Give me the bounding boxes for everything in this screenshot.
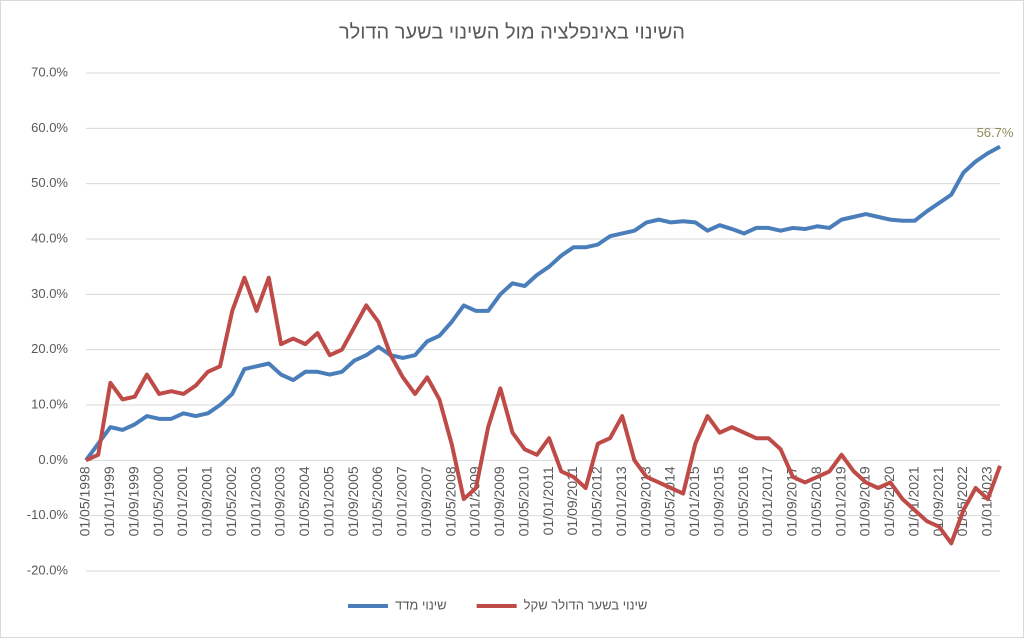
x-tick-label: 01/05/2012 bbox=[589, 466, 605, 536]
x-tick-label: 01/05/2014 bbox=[662, 466, 678, 536]
x-tick-label: 01/05/1998 bbox=[77, 466, 93, 536]
legend-label: שינוי בשער הדולר שקל bbox=[524, 597, 648, 612]
x-tick-label: 01/05/2002 bbox=[223, 466, 239, 536]
y-tick-label: 50.0% bbox=[31, 175, 68, 190]
x-tick-label: 01/09/1999 bbox=[125, 466, 141, 536]
x-tick-label: 01/01/2017 bbox=[759, 466, 775, 536]
x-tick-label: 01/01/1999 bbox=[101, 466, 117, 536]
y-tick-label: -20.0% bbox=[27, 562, 69, 577]
y-tick-label: 30.0% bbox=[31, 286, 68, 301]
x-tick-label: 01/01/2013 bbox=[613, 466, 629, 536]
series-line bbox=[85, 275, 1002, 546]
y-tick-label: 40.0% bbox=[31, 230, 68, 245]
y-tick-label: 70.0% bbox=[31, 64, 68, 79]
x-tick-label: 01/09/2009 bbox=[491, 466, 507, 536]
x-tick-label: 01/05/2018 bbox=[808, 466, 824, 536]
x-tick-label: 01/05/2016 bbox=[735, 466, 751, 536]
x-tick-label: 01/01/2005 bbox=[320, 466, 336, 536]
x-tick-label: 01/01/2003 bbox=[247, 466, 263, 536]
x-tick-label: 01/01/2011 bbox=[540, 466, 556, 535]
chart-title: השינוי באינפלציה מול השינוי בשער הדולר bbox=[339, 21, 685, 43]
x-tick-label: 01/09/2001 bbox=[199, 466, 215, 536]
x-tick-label: 01/01/2015 bbox=[686, 466, 702, 536]
x-tick-label: 01/05/2006 bbox=[369, 466, 385, 536]
x-tick-label: 01/01/2019 bbox=[832, 466, 848, 536]
series-line bbox=[84, 144, 1001, 462]
y-tick-label: 60.0% bbox=[31, 120, 68, 135]
x-tick-label: 01/09/2005 bbox=[345, 466, 361, 536]
x-tick-label: 01/09/2003 bbox=[272, 466, 288, 536]
x-tick-label: 01/09/2007 bbox=[418, 466, 434, 536]
x-tick-label: 01/09/2017 bbox=[784, 466, 800, 536]
x-tick-label: 01/05/2000 bbox=[150, 466, 166, 536]
y-tick-label: 0.0% bbox=[38, 452, 68, 467]
x-tick-label: 01/01/2021 bbox=[905, 466, 921, 536]
y-tick-label: 20.0% bbox=[31, 341, 68, 356]
x-tick-label: 01/09/2013 bbox=[637, 466, 653, 536]
value-label: 56.7% bbox=[977, 125, 1014, 140]
x-tick-label: 01/05/2004 bbox=[296, 466, 312, 536]
y-tick-label: -10.0% bbox=[27, 507, 69, 522]
x-tick-label: 01/09/2015 bbox=[710, 466, 726, 536]
x-tick-label: 01/05/2020 bbox=[881, 466, 897, 536]
x-tick-label: 01/09/2021 bbox=[930, 466, 946, 536]
x-tick-label: 01/01/2007 bbox=[394, 466, 410, 536]
legend-label: שינוי מדד bbox=[395, 597, 447, 612]
x-tick-label: 01/01/2023 bbox=[979, 466, 995, 536]
x-tick-label: 01/05/2008 bbox=[442, 466, 458, 536]
x-tick-label: 01/05/2010 bbox=[515, 466, 531, 536]
x-tick-label: 01/01/2001 bbox=[174, 466, 190, 536]
x-tick-label: 01/09/2011 bbox=[564, 466, 580, 535]
y-tick-label: 10.0% bbox=[31, 396, 68, 411]
